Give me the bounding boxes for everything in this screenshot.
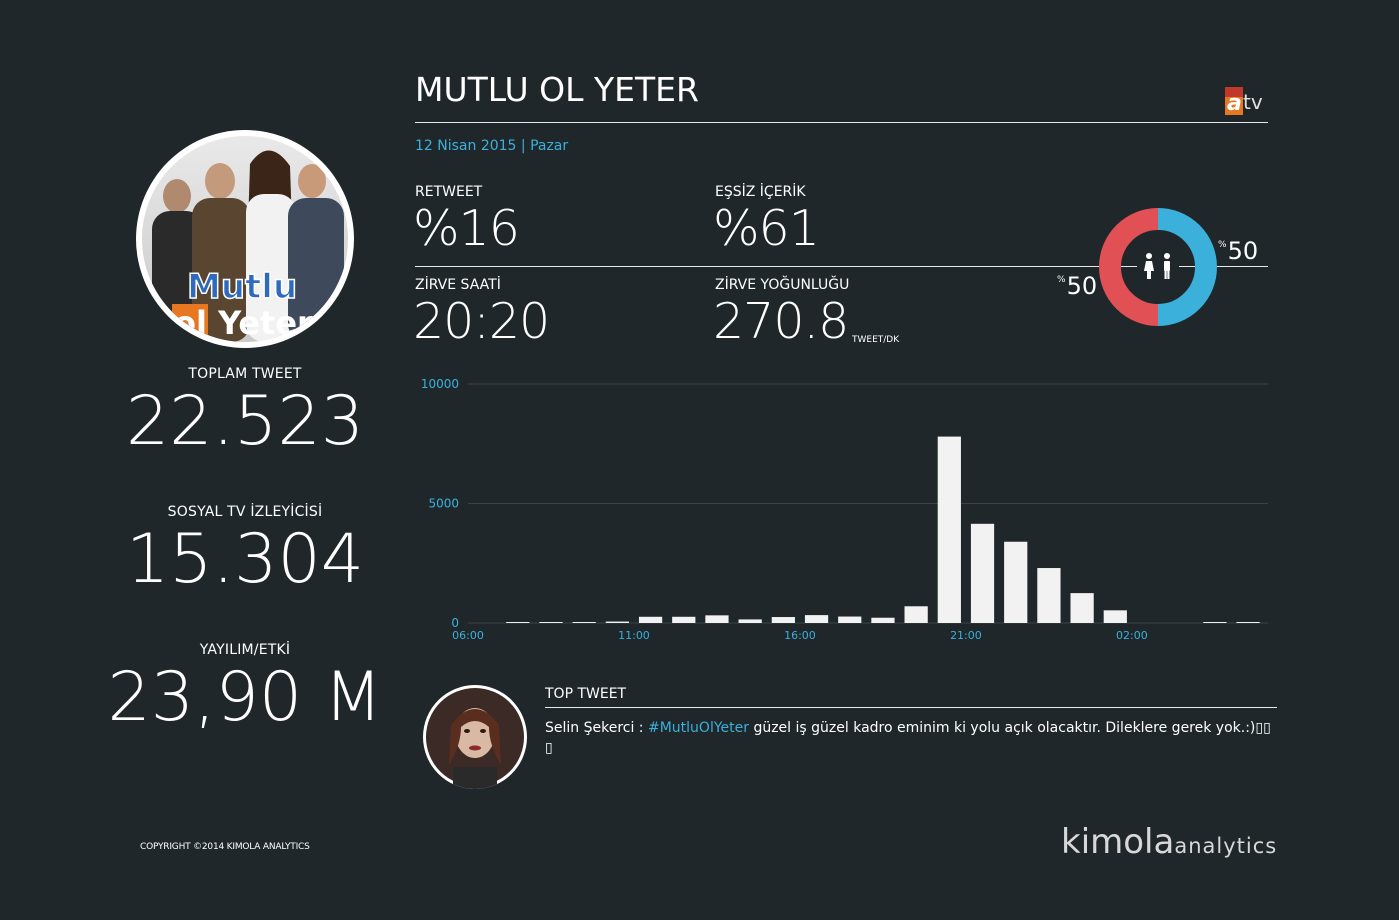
chart-bar bbox=[804, 615, 829, 623]
chart-bar bbox=[506, 622, 530, 623]
chart-bar bbox=[738, 619, 762, 623]
top-tweet-hashtag[interactable]: #MutluOlYeter bbox=[647, 720, 749, 736]
page-title: MUTLU OL YETER bbox=[415, 70, 699, 109]
chart-bar bbox=[1037, 568, 1061, 623]
male-pct-value: 50 bbox=[1227, 237, 1259, 265]
poster-logo-line2: ol Yeter bbox=[174, 304, 313, 342]
copyright-text: COPYRIGHT ©2014 KIMOLA ANALYTICS bbox=[140, 842, 310, 852]
x-tick-label: 11:00 bbox=[618, 629, 650, 642]
chart-bar bbox=[1236, 622, 1260, 623]
top-tweet-body: güzel iş güzel kadro eminim ki yolu açık… bbox=[545, 720, 1271, 756]
chart-bar bbox=[605, 621, 629, 623]
peak-density-unit: TWEET/DK bbox=[852, 335, 900, 345]
unique-content-label: EŞSİZ İÇERİK bbox=[715, 184, 806, 200]
show-poster: Mutlu ol Yeter bbox=[136, 130, 354, 348]
channel-logo-letter: a bbox=[1227, 91, 1242, 116]
brand-sub: analytics bbox=[1174, 834, 1278, 858]
broadcast-date: 12 Nisan 2015 | Pazar bbox=[415, 138, 569, 154]
top-tweet-text: Selin Şekerci : #MutluOlYeter güzel iş g… bbox=[545, 718, 1280, 758]
retweet-label: RETWEET bbox=[415, 184, 483, 200]
chart-bar bbox=[771, 617, 795, 623]
male-share-arc bbox=[1157, 208, 1217, 326]
x-tick-label: 21:00 bbox=[950, 629, 982, 642]
kpi-divider bbox=[415, 266, 1268, 267]
chart-bar bbox=[904, 606, 928, 623]
x-tick-label: 06:00 bbox=[452, 629, 484, 642]
chart-bar bbox=[838, 616, 862, 623]
chart-bar bbox=[1203, 622, 1227, 623]
brand-main: kimola bbox=[1061, 822, 1175, 862]
peak-density-label: ZİRVE YOĞUNLUĞU bbox=[715, 277, 850, 293]
chart-bar bbox=[1103, 610, 1127, 623]
chart-bar bbox=[970, 523, 995, 623]
reach-label: YAYILIM/ETKİ bbox=[199, 642, 291, 658]
top-tweet-author: Selin Şekerci : bbox=[545, 720, 648, 736]
tweet-volume-chart: 10000 5000 006:00 11:00 16:00 21:00 02:00 bbox=[421, 377, 1268, 642]
female-share-arc bbox=[1099, 208, 1159, 326]
chart-bar bbox=[937, 436, 961, 623]
peak-time-label: ZİRVE SAATİ bbox=[415, 277, 501, 293]
y-tick-label: 0 bbox=[451, 616, 459, 630]
social-viewer-label: SOSYAL TV İZLEYİCİSİ bbox=[167, 504, 323, 520]
chart-bar bbox=[539, 622, 563, 623]
unique-content-value: %61 bbox=[713, 200, 820, 257]
total-tweet-label: TOPLAM TWEET bbox=[188, 366, 302, 382]
reach-value: 23,90 M bbox=[107, 658, 383, 737]
x-tick-label: 16:00 bbox=[784, 629, 816, 642]
female-pct-symbol: % bbox=[1057, 275, 1066, 285]
channel-logo: a tv bbox=[1224, 84, 1270, 118]
chart-bar bbox=[871, 617, 895, 623]
chart-bar bbox=[672, 616, 696, 623]
chart-bar bbox=[1004, 541, 1028, 623]
y-tick-label: 10000 bbox=[421, 377, 459, 391]
chart-bar bbox=[638, 616, 663, 623]
chart-bar bbox=[705, 615, 729, 623]
male-icon bbox=[1164, 253, 1170, 279]
top-tweet-avatar bbox=[423, 685, 527, 789]
male-pct-symbol: % bbox=[1218, 240, 1227, 250]
male-percentage: %50 bbox=[1218, 237, 1258, 265]
peak-time-value: 20:20 bbox=[413, 293, 550, 350]
chart-bar bbox=[572, 622, 596, 623]
y-tick-label: 5000 bbox=[428, 497, 459, 511]
total-tweet-value: 22.523 bbox=[126, 382, 364, 461]
female-pct-value: 50 bbox=[1066, 272, 1098, 300]
female-percentage: %50 bbox=[1057, 272, 1097, 300]
show-poster-image: Mutlu ol Yeter bbox=[142, 136, 348, 342]
donut-center bbox=[1137, 246, 1179, 288]
female-icon bbox=[1144, 253, 1154, 279]
title-divider bbox=[415, 122, 1268, 123]
chart-bar bbox=[1070, 593, 1094, 623]
peak-density-value: 270.8 bbox=[713, 293, 849, 350]
x-tick-label: 02:00 bbox=[1116, 629, 1148, 642]
gender-donut-chart bbox=[1099, 208, 1217, 326]
social-viewer-value: 15.304 bbox=[126, 520, 364, 599]
retweet-value: %16 bbox=[413, 200, 520, 257]
poster-logo-line1: Mutlu bbox=[187, 267, 297, 307]
top-tweet-heading: TOP TWEET bbox=[545, 686, 627, 702]
channel-logo-text: tv bbox=[1243, 90, 1263, 114]
top-tweet-divider bbox=[545, 707, 1277, 708]
kimola-brand-logo: kimolaanalytics bbox=[1061, 822, 1277, 862]
